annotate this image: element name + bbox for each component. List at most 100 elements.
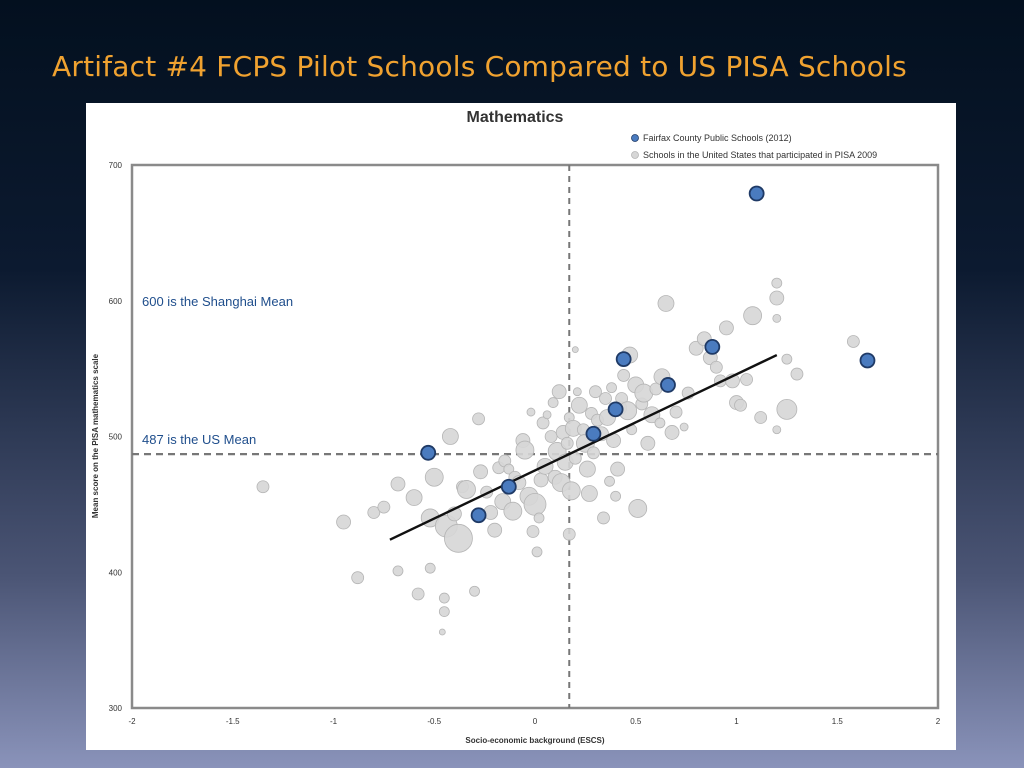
us-school-point	[790, 367, 804, 381]
y-tick-label: 500	[109, 433, 123, 442]
us-school-point	[561, 481, 581, 501]
us-school-point	[533, 472, 549, 488]
us-school-point	[503, 463, 515, 475]
us-school-point	[570, 396, 588, 414]
y-tick-label: 600	[109, 297, 123, 306]
us-school-point	[351, 571, 365, 585]
x-tick-label: 1.5	[832, 717, 844, 726]
fcps-school-point	[607, 401, 624, 418]
legend-marker-fcps	[631, 134, 639, 142]
x-tick-label: -0.5	[427, 717, 441, 726]
us-school-point	[769, 290, 785, 306]
x-axis-label: Socio-economic background (ESCS)	[465, 736, 604, 745]
y-tick-label: 700	[109, 161, 123, 170]
us-school-point	[610, 490, 621, 502]
us-school-point	[544, 430, 558, 443]
fcps-school-point	[859, 352, 876, 369]
us-school-point	[604, 475, 615, 487]
us-school-point	[610, 461, 626, 477]
us-school-point	[597, 511, 610, 525]
us-school-point	[424, 467, 444, 487]
us-school-point	[599, 392, 612, 405]
us-school-point	[640, 435, 656, 451]
us-school-point	[772, 425, 782, 435]
us-school-point	[628, 499, 648, 518]
us-school-point	[457, 480, 476, 499]
us-school-point	[719, 320, 734, 336]
us-school-point	[469, 585, 480, 597]
us-school-point	[531, 546, 543, 558]
us-school-point	[587, 446, 600, 460]
reference-lines-layer	[132, 165, 938, 708]
us-school-point	[367, 506, 381, 519]
us-school-point	[487, 522, 503, 538]
x-tick-label: 0	[533, 717, 538, 726]
slide-number: 1	[919, 734, 926, 746]
scatter-chart: Mathematics Fairfax County Public School…	[91, 109, 941, 745]
us-school-point	[771, 277, 783, 289]
us-school-point	[256, 480, 270, 494]
us-school-point	[444, 523, 473, 553]
fcps-school-point	[470, 507, 487, 524]
us-school-point	[560, 436, 574, 450]
us-school-point	[734, 398, 747, 412]
us-school-point	[664, 425, 680, 440]
trend-line-layer	[389, 353, 778, 541]
x-tick-label: 0.5	[630, 717, 642, 726]
chart-panel: Mathematics Fairfax County Public School…	[86, 103, 956, 750]
us-school-point	[654, 417, 666, 429]
y-tick-label: 400	[109, 568, 123, 577]
chart-title: Mathematics	[467, 109, 564, 126]
us-school-point	[377, 500, 391, 514]
us-school-point	[547, 397, 559, 408]
fcps-school-point	[704, 339, 721, 355]
fcps-series	[420, 185, 876, 524]
legend-marker-us-schools	[631, 151, 639, 159]
us-school-point	[754, 411, 768, 424]
us-school-point	[709, 360, 723, 374]
us-school-point	[536, 416, 550, 430]
us-school-point	[523, 492, 547, 516]
us-school-point	[781, 353, 793, 365]
us-school-point	[562, 527, 576, 541]
us-school-point	[515, 440, 535, 460]
fcps-school-point	[420, 444, 437, 461]
us-school-point	[411, 587, 425, 601]
us-school-point	[438, 592, 450, 604]
x-tick-label: 2	[936, 717, 941, 726]
us-school-point	[438, 628, 446, 636]
slide-title: Artifact #4 FCPS Pilot Schools Compared …	[52, 50, 907, 83]
fcps-school-point	[585, 425, 602, 442]
us-school-point	[424, 562, 436, 574]
us-school-point	[392, 565, 404, 577]
fcps-school-point	[660, 377, 676, 393]
us-school-point	[571, 346, 579, 354]
fcps-school-point	[615, 351, 632, 368]
us-school-point	[405, 489, 423, 506]
x-tick-label: -2	[128, 717, 136, 726]
x-tick-label: -1.5	[226, 717, 240, 726]
us-school-point	[581, 485, 598, 502]
us-school-point	[846, 335, 860, 348]
us-school-point	[679, 422, 689, 432]
plot-area-frame	[130, 163, 940, 710]
us-school-point	[526, 407, 536, 417]
us-school-point	[743, 306, 763, 326]
fcps-school-point	[500, 478, 517, 495]
us-school-point	[776, 398, 798, 420]
us-school-point	[572, 387, 582, 397]
us-school-point	[772, 313, 782, 323]
us-school-point	[533, 512, 545, 524]
x-tick-label: -1	[330, 717, 338, 726]
us-school-point	[503, 501, 523, 521]
y-axis-label: Mean score on the PISA mathematics scale	[91, 353, 100, 518]
us-school-point	[578, 460, 596, 478]
us-school-point	[472, 412, 485, 426]
us-school-point	[473, 464, 488, 480]
us-school-point	[740, 373, 753, 386]
us-mean-annotation: 487 is the US Mean	[142, 432, 256, 447]
us-school-point	[336, 514, 351, 530]
axis-ticks-layer: -2 -1.5 -1 -0.5 0 0.5 1 1.5 2 300 400 500 600 700	[109, 161, 941, 726]
us-school-point	[441, 428, 459, 445]
us-school-point	[542, 410, 552, 420]
